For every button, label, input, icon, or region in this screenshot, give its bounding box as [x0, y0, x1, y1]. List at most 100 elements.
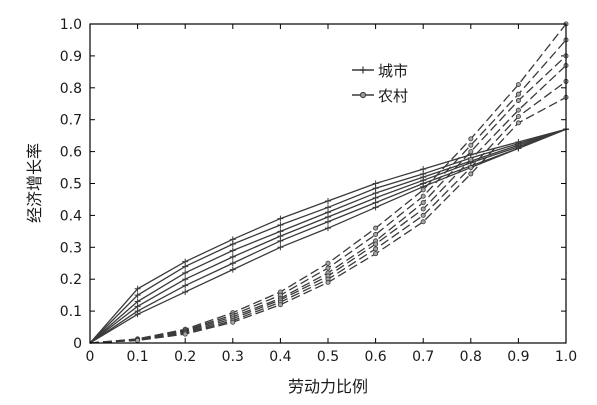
- rural-data-point: [515, 114, 521, 120]
- rural-data-point: [373, 232, 379, 238]
- plus-marker-icon: [359, 66, 367, 74]
- rural-data-point: [468, 171, 474, 177]
- rural-data-point: [468, 136, 474, 142]
- rural-data-point: [277, 302, 283, 308]
- urban-data-point: [325, 225, 331, 232]
- y-tick-label: 0.4: [60, 208, 82, 224]
- x-tick-label: 0.9: [507, 349, 529, 365]
- urban-data-point: [182, 269, 189, 276]
- rural-data-point: [325, 260, 331, 266]
- rural-data-point: [420, 219, 426, 225]
- legend-label-城市: 城市: [378, 62, 408, 80]
- y-tick-label: 0.3: [60, 240, 82, 256]
- y-tick-label: 0.1: [60, 304, 82, 320]
- circle-marker-icon: [359, 91, 367, 99]
- urban-data-point: [134, 311, 141, 318]
- rural-data-point: [515, 82, 521, 88]
- y-tick-label: 0.8: [60, 81, 82, 97]
- rural-data-point: [468, 157, 474, 163]
- urban-series-line-4: [89, 128, 567, 344]
- rural-data-point: [325, 279, 331, 285]
- legend-item-城市: 城市: [352, 62, 408, 80]
- urban-data-point: [277, 237, 284, 244]
- rural-series-line-7: [89, 39, 567, 344]
- rural-data-point: [230, 319, 236, 325]
- urban-data-point: [325, 218, 331, 225]
- rural-data-point: [515, 91, 521, 97]
- legend: 城市 农村: [352, 62, 408, 105]
- urban-data-point: [182, 282, 189, 289]
- urban-data-point: [182, 276, 189, 283]
- y-tick-label: 0.2: [60, 272, 82, 288]
- rural-series-line-6: [89, 23, 567, 344]
- x-tick-label: 0: [86, 349, 95, 365]
- rural-data-point: [515, 107, 521, 113]
- x-tick-label: 0.3: [222, 349, 244, 365]
- rural-data-point: [420, 193, 426, 199]
- urban-data-point: [229, 247, 236, 254]
- urban-data-point: [515, 145, 522, 152]
- x-axis-label: 劳动力比例: [288, 377, 368, 396]
- x-tick-label: 0.1: [126, 349, 148, 365]
- urban-series-line-3: [89, 128, 567, 344]
- urban-series-line-2: [89, 128, 567, 344]
- legend-item-农村: 农村: [352, 87, 408, 105]
- y-tick-label: 1.0: [60, 17, 82, 33]
- urban-data-point: [182, 263, 189, 270]
- urban-data-point: [325, 198, 331, 205]
- rural-data-point: [468, 142, 474, 148]
- y-tick-label: 0.7: [60, 113, 82, 129]
- rural-data-point: [420, 206, 426, 212]
- rural-data-point: [515, 98, 521, 104]
- rural-data-point: [135, 337, 141, 343]
- urban-data-point: [229, 253, 236, 260]
- urban-series-line-0: [89, 128, 567, 344]
- urban-data-point: [277, 215, 284, 222]
- x-tick-label: 0.7: [412, 349, 434, 365]
- urban-data-point: [229, 260, 236, 267]
- rural-data-point: [420, 200, 426, 206]
- rural-data-point: [182, 331, 188, 337]
- y-axis-label: 经济增长率: [25, 143, 44, 223]
- rural-data-point: [515, 120, 521, 126]
- urban-data-point: [277, 244, 284, 251]
- y-tick-labels: 0 0.1 0.2 0.3 0.4 0.5 0.6 0.7 0.8 0.9 1.0: [60, 17, 82, 352]
- x-tick-label: 0.5: [317, 349, 339, 365]
- y-tick-label: 0.9: [60, 49, 82, 65]
- x-tick-label: 0.2: [174, 349, 196, 365]
- x-tick-label: 0.8: [460, 349, 482, 365]
- urban-data-point: [134, 292, 141, 299]
- urban-data-point: [229, 241, 236, 248]
- urban-data-point: [134, 285, 141, 292]
- y-tick-label: 0.5: [60, 177, 82, 193]
- y-tick-label: 0: [73, 336, 82, 352]
- x-tick-label: 1.0: [555, 349, 577, 365]
- y-tick-label: 0.6: [60, 145, 82, 161]
- rural-series-line-9: [89, 64, 567, 344]
- rural-data-point: [420, 212, 426, 218]
- x-tick-label: 0.4: [269, 349, 291, 365]
- urban-series-line-1: [89, 128, 567, 344]
- x-tick-label: 0.6: [364, 349, 386, 365]
- rural-data-point: [373, 246, 379, 252]
- legend-label-农村: 农村: [378, 87, 408, 105]
- urban-data-point: [182, 288, 189, 295]
- rural-data-point: [373, 251, 379, 257]
- rural-data-point: [373, 241, 379, 247]
- urban-series-line-5: [89, 128, 567, 344]
- plot-frame: [89, 23, 567, 344]
- rural-data-point: [468, 165, 474, 171]
- urban-data-point: [372, 204, 379, 211]
- rural-data-point: [420, 187, 426, 193]
- urban-data-point: [277, 221, 284, 228]
- x-tick-labels: 0 0.1 0.2 0.3 0.4 0.5 0.6 0.7 0.8 0.9 1.0: [86, 349, 578, 365]
- urban-data-point: [229, 266, 236, 273]
- rural-data-point: [325, 265, 331, 271]
- series-lines: [89, 23, 567, 344]
- tick-marks: [89, 23, 567, 344]
- rural-data-point: [468, 149, 474, 155]
- rural-data-point: [373, 225, 379, 231]
- series-markers: [134, 21, 569, 343]
